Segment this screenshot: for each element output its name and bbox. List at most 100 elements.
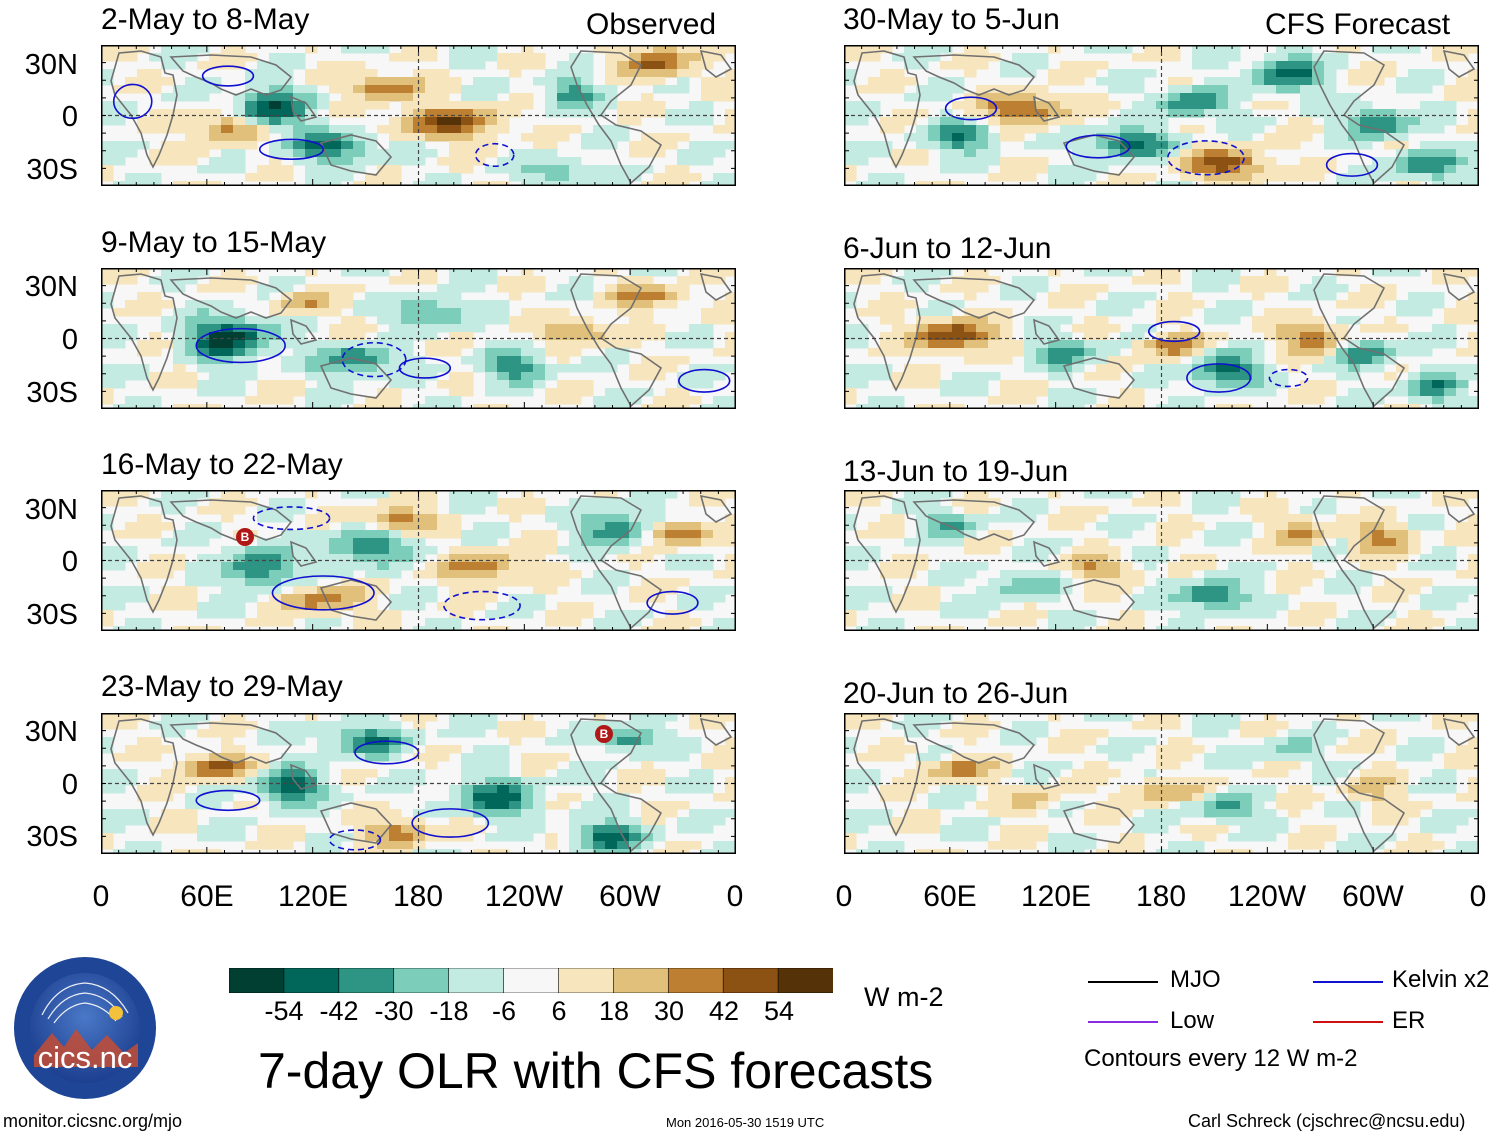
colorbar-units: W m-2 <box>864 982 944 1012</box>
lat-label-30n: 30N <box>24 49 78 81</box>
lat-label-eq: 0 <box>61 769 78 801</box>
colorbar-swatch <box>283 967 340 994</box>
colorbar-swatch <box>393 967 450 994</box>
panel-title-forecast-2: 6-Jun to 12-Jun <box>843 232 1052 265</box>
panel-title-observed-4: 23-May to 29-May <box>101 670 343 703</box>
cics-logo: cics.nc <box>12 955 158 1101</box>
panel-title-forecast-1: 30-May to 5-Jun <box>843 3 1060 36</box>
panel-title-observed-1: 2-May to 8-May <box>101 3 310 36</box>
colorbar-swatch <box>338 967 395 994</box>
legend-label-er: ER <box>1392 1007 1426 1034</box>
olr-field <box>844 45 1479 186</box>
map-panel-observed-4 <box>101 713 736 854</box>
panel-title-observed-3: 16-May to 22-May <box>101 448 343 481</box>
logo-text: cics.nc <box>37 1040 133 1075</box>
colorbar-tick-label: -18 <box>429 996 469 1026</box>
lat-label-30n: 30N <box>24 271 78 303</box>
storm-marker: B <box>236 528 254 546</box>
olr-map <box>844 713 1479 854</box>
panel-title-forecast-3: 13-Jun to 19-Jun <box>843 455 1069 488</box>
lat-label-eq: 0 <box>61 546 78 578</box>
lon-label: 120E <box>1020 880 1092 913</box>
lon-label: 60E <box>923 880 977 913</box>
map-panel-forecast-2 <box>844 268 1479 409</box>
colorbar-swatch <box>503 967 560 994</box>
olr-map <box>101 268 736 409</box>
map-frame <box>844 45 1479 186</box>
map-frame <box>101 713 736 854</box>
lon-label: 180 <box>392 880 444 913</box>
storm-marker: B <box>595 725 613 743</box>
lon-label: 60W <box>1342 880 1404 913</box>
olr-map <box>844 268 1479 409</box>
legend-swatch-kelvin <box>1313 981 1383 983</box>
map-panel-observed-2 <box>101 268 736 409</box>
map-frame <box>844 713 1479 854</box>
map-frame <box>101 490 736 631</box>
lat-label-30s: 30S <box>26 821 78 853</box>
olr-field <box>101 713 736 854</box>
observed-label: Observed <box>586 8 717 41</box>
colorbar-swatch <box>228 967 285 994</box>
map-panel-forecast-3 <box>844 490 1479 631</box>
coastlines <box>853 272 1476 408</box>
lon-label: 120E <box>277 880 349 913</box>
legend-label-kelvin: Kelvin x2 <box>1392 966 1490 993</box>
colorbar-swatch <box>667 967 724 994</box>
colorbar-tick-label: 54 <box>763 996 795 1026</box>
lat-label-eq: 0 <box>61 101 78 133</box>
kelvin-contours <box>195 740 490 851</box>
coastlines <box>853 717 1476 853</box>
panel-title-forecast-4: 20-Jun to 26-Jun <box>843 677 1069 710</box>
lon-label: 0 <box>1469 880 1487 913</box>
lat-label-30n: 30N <box>24 716 78 748</box>
olr-field <box>101 490 736 631</box>
colorbar-tick-label: 6 <box>551 996 567 1026</box>
forecast-label: CFS Forecast <box>1265 8 1451 41</box>
lon-label: 60E <box>180 880 234 913</box>
colorbar-swatch <box>558 967 615 994</box>
map-frame <box>844 268 1479 409</box>
colorbar-swatch <box>613 967 670 994</box>
kelvin-contours <box>944 96 1379 177</box>
olr-field <box>844 713 1479 854</box>
colorbar-swatch <box>722 967 779 994</box>
olr-map <box>101 713 736 854</box>
coastlines <box>110 49 733 185</box>
olr-field <box>101 45 736 186</box>
lon-label: 120W <box>1227 880 1307 913</box>
kelvin-contours <box>1148 320 1309 393</box>
coastlines <box>110 272 733 408</box>
colorbar-swatch <box>777 967 834 994</box>
colorbar-swatches <box>228 967 834 994</box>
legend-note: Contours every 12 W m-2 <box>1084 1045 1358 1072</box>
lat-label-30s: 30S <box>26 154 78 186</box>
footer-timestamp: Mon 2016-05-30 1519 UTC <box>666 1115 825 1130</box>
colorbar-swatch <box>448 967 505 994</box>
olr-map <box>844 490 1479 631</box>
coastlines <box>110 494 733 630</box>
panel-title-observed-2: 9-May to 15-May <box>101 226 327 259</box>
legend-swatch-mjo <box>1088 981 1158 983</box>
legend-swatch-low <box>1088 1021 1158 1023</box>
lat-label-30s: 30S <box>26 377 78 409</box>
kelvin-contours <box>112 65 515 168</box>
coastlines <box>853 49 1476 185</box>
map-panel-forecast-1 <box>844 45 1479 186</box>
lon-label: 0 <box>835 880 853 913</box>
legend-label-low: Low <box>1170 1007 1215 1034</box>
colorbar <box>228 967 834 994</box>
map-frame <box>101 268 736 409</box>
lat-label-30n: 30N <box>24 494 78 526</box>
map-panel-observed-1 <box>101 45 736 186</box>
colorbar-tick-label: -54 <box>264 996 304 1026</box>
lon-label: 60W <box>599 880 661 913</box>
lon-label: 0 <box>92 880 110 913</box>
legend-swatch-er <box>1313 1021 1383 1023</box>
map-frame <box>101 45 736 186</box>
olr-map <box>844 45 1479 186</box>
legend-label-mjo: MJO <box>1170 966 1221 993</box>
colorbar-tick-label: 42 <box>708 996 740 1026</box>
footer-credit: Carl Schreck (cjschrec@ncsu.edu) <box>1188 1111 1466 1131</box>
main-title: 7-day OLR with CFS forecasts <box>258 1043 934 1099</box>
